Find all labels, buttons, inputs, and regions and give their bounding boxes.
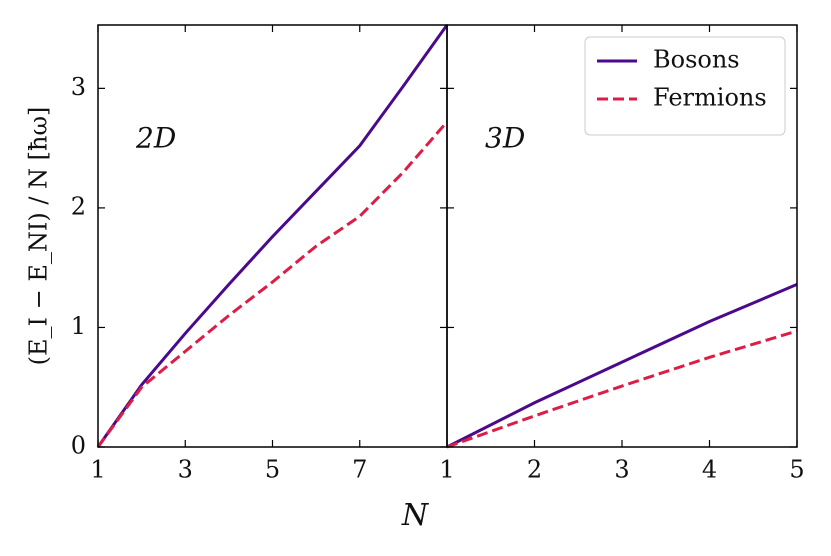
x-tick-label: 1 [439,456,454,484]
x-tick-label: 1 [90,456,105,484]
annotation: 3D [485,122,525,155]
x-tick-label: 2 [527,456,542,484]
y-tick-label: 0 [71,432,86,460]
y-tick-label: 3 [71,73,86,101]
x-tick-label: 7 [352,456,367,484]
x-tick-label: 3 [178,456,193,484]
x-tick-label: 5 [265,456,280,484]
x-tick-label: 3 [614,456,629,484]
legend-label: Fermions [653,84,767,112]
x-tick-label: 5 [789,456,804,484]
y-tick-label: 1 [71,312,86,340]
series-line [446,283,798,449]
series-line [446,329,798,449]
y-tick-label: 2 [71,192,86,220]
x-axis-label: N [401,498,430,533]
annotation: 2D [135,122,176,155]
x-tick-label: 4 [702,456,717,484]
legend-label: Bosons [653,46,740,74]
series-line [96,120,449,448]
y-axis-label: (E_I − E_NI) / N [ħω] [25,107,53,366]
series-line [96,24,449,448]
plot-frame [446,24,798,448]
